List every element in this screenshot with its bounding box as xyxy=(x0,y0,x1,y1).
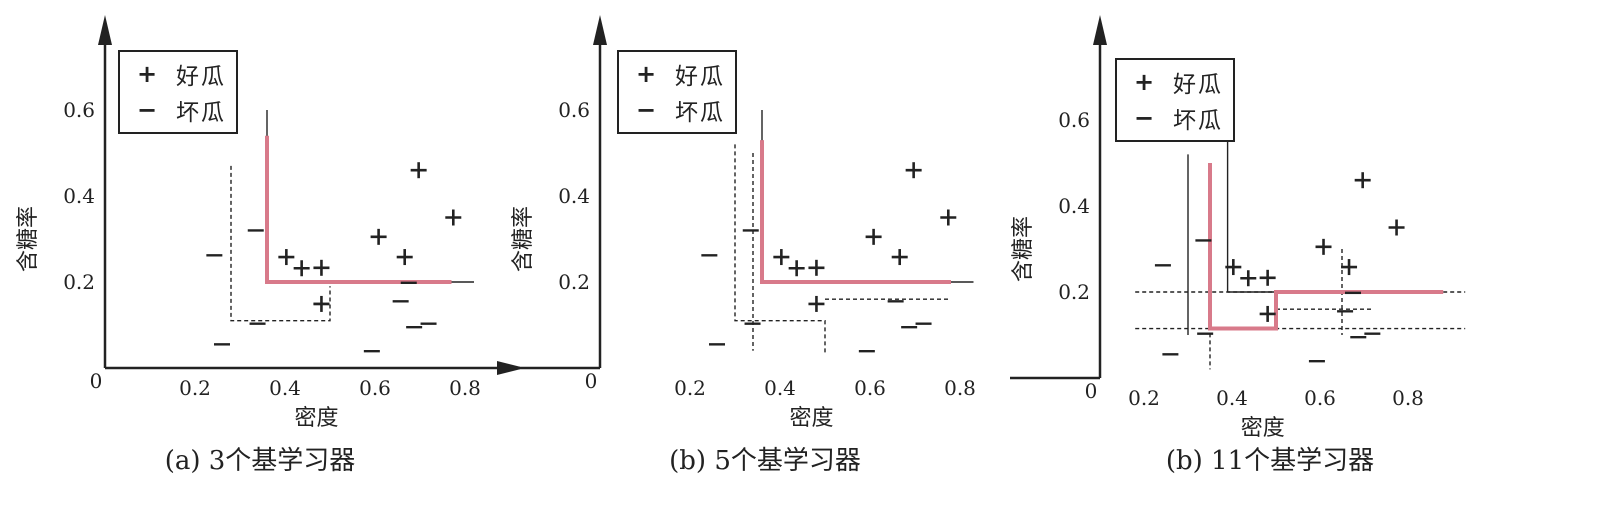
good-melon-point xyxy=(1259,269,1276,286)
minus-icon: − xyxy=(635,96,657,124)
legend-item-good: + 好瓜 xyxy=(130,56,226,92)
good-melon-point xyxy=(1259,305,1276,322)
panel-b: 0 0.2 0.4 0.6 0.8 0.2 0.4 0.6 密度 含糖率 + 好瓜 − 坏瓜 (b) … xyxy=(505,0,1025,515)
minus-icon: − xyxy=(1133,104,1155,132)
good-melon-point xyxy=(773,249,790,266)
good-melon-point xyxy=(293,260,310,277)
good-melon-point xyxy=(905,162,922,179)
panel-a: 0 0.2 0.4 0.6 0.8 0.2 0.4 0.6 密度 含糖率 + 好瓜 − 坏瓜 (a) … xyxy=(0,0,520,515)
plus-icon: + xyxy=(1133,68,1155,96)
good-melon-point xyxy=(1225,259,1242,276)
ensemble-boundary xyxy=(1208,163,1444,331)
y-tick-label: 0.2 xyxy=(63,270,95,294)
x-axis-title: 密度 xyxy=(789,406,833,431)
y-axis-arrow xyxy=(1093,15,1107,45)
legend-item-good: + 好瓜 xyxy=(629,56,725,92)
legend-item-bad: − 坏瓜 xyxy=(130,92,226,128)
x-tick-label: 0.8 xyxy=(944,376,976,400)
x-tick-label: 0.6 xyxy=(359,376,391,400)
panel-caption: (b) 11个基学习器 xyxy=(1165,446,1375,476)
good-melon-point xyxy=(865,228,882,245)
y-axis-arrow xyxy=(593,15,607,45)
chart-svg: 0 0.2 0.4 0.6 0.8 0.2 0.4 0.6 密度 含糖率 xyxy=(1010,15,1466,440)
y-tick-label: 0.2 xyxy=(558,270,590,294)
legend-item-good: + 好瓜 xyxy=(1127,64,1223,100)
x-tick-label: 0.4 xyxy=(1216,386,1248,410)
good-melon-point xyxy=(313,259,330,276)
good-melon-point xyxy=(788,260,805,277)
good-melon-point xyxy=(1240,270,1257,287)
legend: + 好瓜 − 坏瓜 xyxy=(1115,58,1235,142)
y-axis-title: 含糖率 xyxy=(511,206,536,272)
good-melon-point xyxy=(410,162,427,179)
y-tick-label: 0.4 xyxy=(558,184,590,208)
good-melon-point xyxy=(1341,259,1358,276)
y-axis-arrow xyxy=(98,15,112,45)
panel-caption: (b) 5个基学习器 xyxy=(669,446,861,476)
ensemble-boundary xyxy=(265,135,452,284)
chart-svg: 0 0.2 0.4 0.6 0.8 0.2 0.4 0.6 密度 含糖率 xyxy=(505,15,976,431)
ensemble-boundary xyxy=(760,140,951,284)
good-melon-point xyxy=(370,228,387,245)
good-melon-point xyxy=(1315,238,1332,255)
good-melon-point xyxy=(396,249,413,266)
legend-label: 好瓜 xyxy=(1173,72,1223,98)
x-tick-label: 0.2 xyxy=(179,376,211,400)
legend-item-bad: − 坏瓜 xyxy=(1127,100,1223,136)
x-axis-title: 密度 xyxy=(294,406,338,431)
x-tick-label: 0.2 xyxy=(674,376,706,400)
chart-svg: 0 0.2 0.4 0.6 0.8 0.2 0.4 0.6 密度 含糖率 xyxy=(16,15,520,431)
plus-icon: + xyxy=(635,60,657,88)
good-melon-point xyxy=(891,249,908,266)
x-tick-label: 0.8 xyxy=(1392,386,1424,410)
y-tick-label: 0.2 xyxy=(1058,280,1090,304)
y-tick-label: 0.6 xyxy=(1058,108,1090,132)
good-melon-point xyxy=(445,209,462,226)
good-melon-point xyxy=(1354,172,1371,189)
base-learner-boundary xyxy=(734,144,826,356)
y-tick-label: 0.4 xyxy=(1058,194,1090,218)
y-tick-label: 0.6 xyxy=(63,98,95,122)
minus-icon: − xyxy=(136,96,158,124)
legend-label: 坏瓜 xyxy=(675,100,725,126)
x-tick-label: 0.6 xyxy=(854,376,886,400)
x-tick-label: 0.4 xyxy=(764,376,796,400)
y-axis-title: 含糖率 xyxy=(16,206,41,272)
x-axis-title: 密度 xyxy=(1241,416,1285,440)
panel-caption: (a) 3个基学习器 xyxy=(164,446,356,476)
origin-label: 0 xyxy=(1085,379,1098,403)
legend: + 好瓜 − 坏瓜 xyxy=(617,50,737,134)
x-tick-label: 0.2 xyxy=(1128,386,1160,410)
good-melon-point xyxy=(1388,219,1405,236)
legend-label: 好瓜 xyxy=(675,64,725,90)
good-melon-point xyxy=(313,295,330,312)
y-tick-label: 0.4 xyxy=(63,184,95,208)
good-melon-point xyxy=(808,295,825,312)
x-tick-label: 0.8 xyxy=(449,376,481,400)
panel-c: 0 0.2 0.4 0.6 0.8 0.2 0.4 0.6 密度 含糖率 + 好瓜 − 坏瓜 (b) … xyxy=(1010,0,1530,515)
good-melon-point xyxy=(940,209,957,226)
good-melon-point xyxy=(278,249,295,266)
legend-label: 好瓜 xyxy=(176,64,226,90)
y-tick-label: 0.6 xyxy=(558,98,590,122)
origin-label: 0 xyxy=(90,369,103,393)
legend-label: 坏瓜 xyxy=(1173,108,1223,134)
x-tick-label: 0.6 xyxy=(1304,386,1336,410)
y-axis-title: 含糖率 xyxy=(1011,216,1036,282)
base-learner-boundary xyxy=(230,165,331,322)
legend: + 好瓜 − 坏瓜 xyxy=(118,50,238,134)
origin-label: 0 xyxy=(585,369,598,393)
legend-item-bad: − 坏瓜 xyxy=(629,92,725,128)
x-axis-arrow xyxy=(505,364,520,372)
x-tick-label: 0.4 xyxy=(269,376,301,400)
good-melon-point xyxy=(808,259,825,276)
plus-icon: + xyxy=(136,60,158,88)
legend-label: 坏瓜 xyxy=(176,100,226,126)
